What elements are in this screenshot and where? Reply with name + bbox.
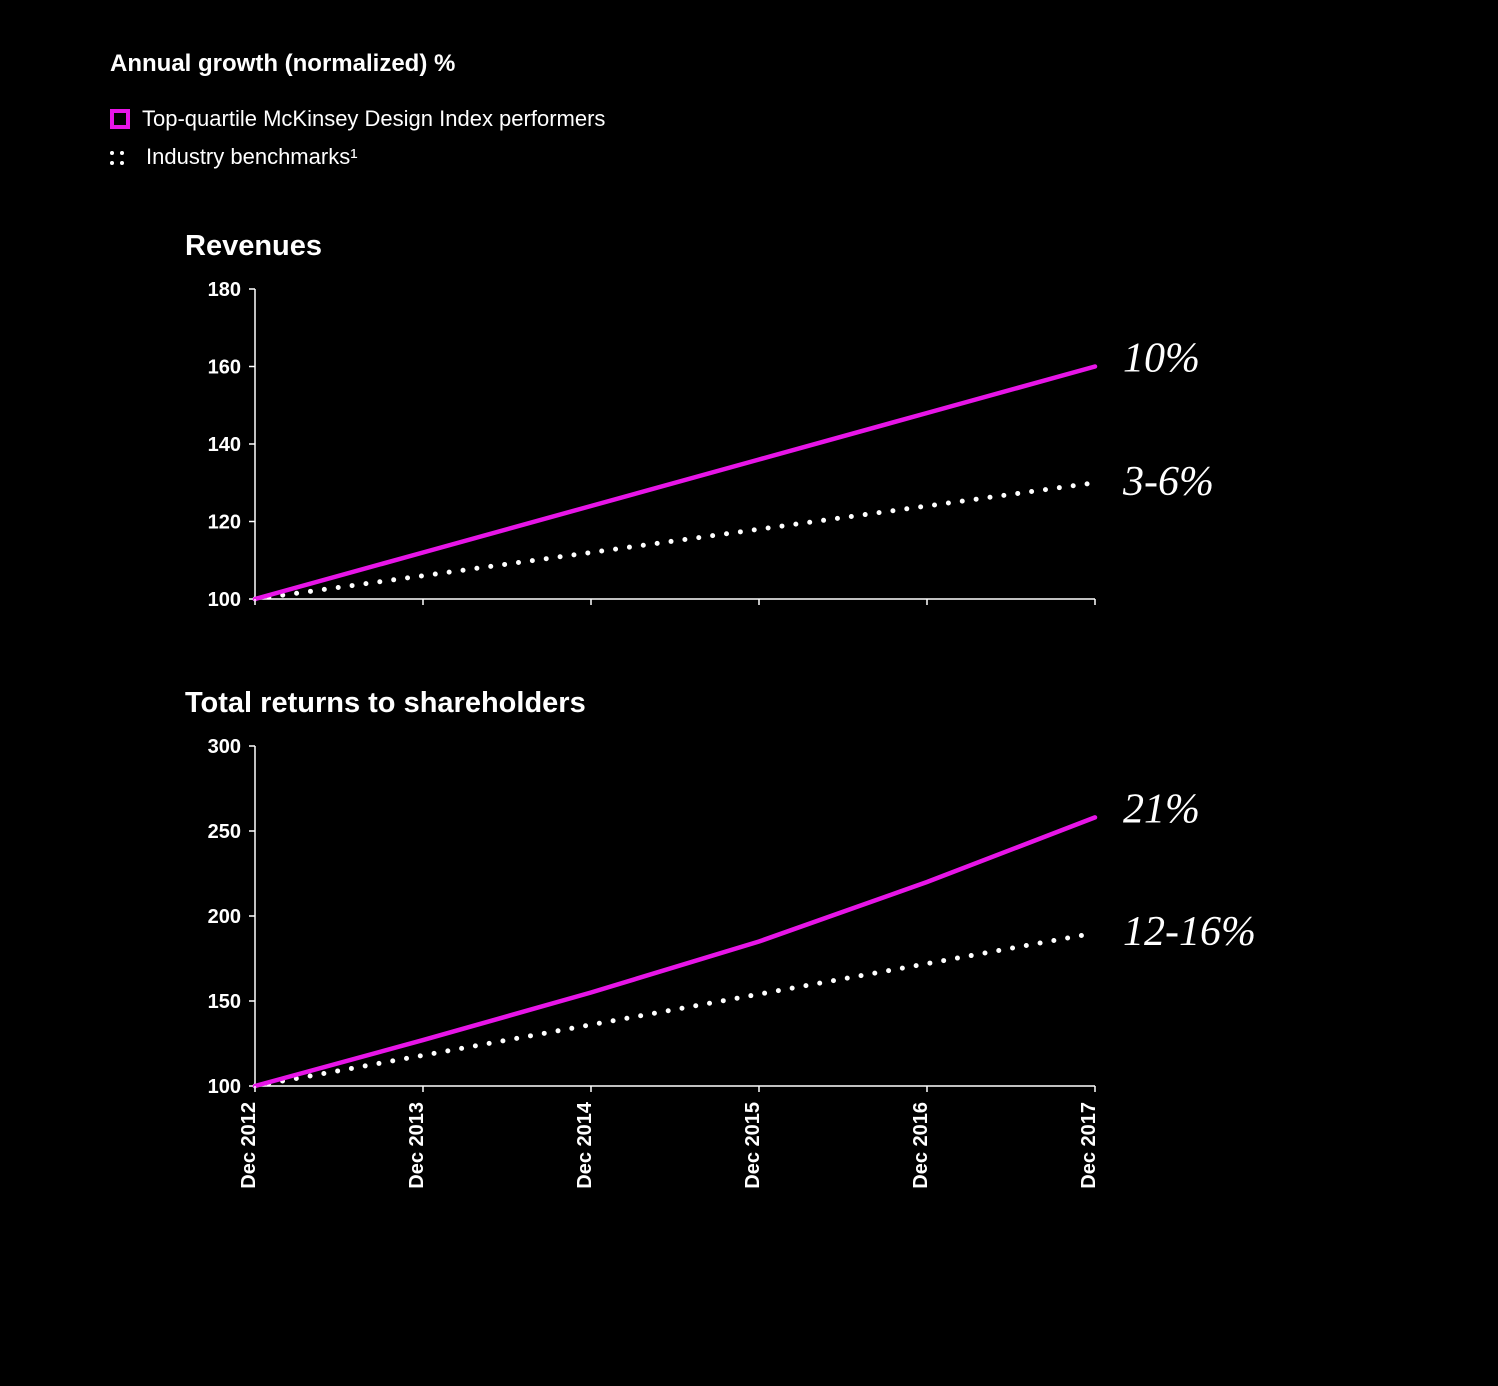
x-tick: Dec 2012 [238,1102,260,1189]
callout-bench: 3-6% [1122,459,1214,505]
x-tick: Dec 2017 [1078,1102,1100,1189]
page-title: Annual growth (normalized) % [110,50,1388,78]
chart-revenues-svg: 100 120 140 160 180 10% 3-6% [185,281,1325,607]
page-root: Annual growth (normalized) % Top-quartil… [0,0,1498,1386]
legend: Top-quartile McKinsey Design Index perfo… [110,106,1388,170]
y-tick-label: 140 [208,434,241,456]
series-top-line [255,817,1095,1086]
square-icon [110,109,130,129]
y-tick: 300 [208,738,255,758]
y-tick-label: 120 [208,512,241,534]
y-tick: 150 [208,991,255,1013]
legend-label-bench: Industry benchmarks¹ [146,144,358,170]
series-top-line [255,367,1095,600]
y-tick-label: 200 [208,906,241,928]
chart-trs-title: Total returns to shareholders [185,687,1388,720]
chart-revenues-title: Revenues [185,230,1388,263]
x-tick: Dec 2015 [742,1102,764,1189]
dots-icon [110,152,134,162]
y-tick-label: 100 [208,1076,241,1098]
y-tick-label: 150 [208,991,241,1013]
x-tick: Dec 2016 [910,1102,932,1189]
y-tick: 140 [208,434,255,456]
x-tick-label: Dec 2012 [238,1102,260,1189]
y-tick: 120 [208,512,255,534]
y-tick-label: 300 [208,738,241,758]
y-tick-label: 250 [208,821,241,843]
y-tick: 160 [208,357,255,379]
y-tick-label: 160 [208,357,241,379]
chart-trs-svg: 100 150 200 250 300 21% 12-16% Dec 2012 Dec 2013… [185,738,1325,1206]
x-tick-label: Dec 2013 [406,1102,428,1189]
x-tick: Dec 2014 [574,1101,596,1189]
callout-top: 21% [1123,786,1200,832]
x-tick: Dec 2013 [406,1102,428,1189]
chart-revenues: Revenues 100 120 140 160 180 10% 3-6% [185,230,1388,607]
y-tick: 180 [208,281,255,301]
y-tick-label: 180 [208,281,241,301]
x-tick-label: Dec 2016 [910,1102,932,1189]
legend-row-bench: Industry benchmarks¹ [110,144,1388,170]
chart-trs: Total returns to shareholders 100 150 200 2… [185,687,1388,1206]
legend-label-top: Top-quartile McKinsey Design Index perfo… [142,106,605,132]
x-tick-label: Dec 2014 [574,1101,596,1189]
legend-row-top: Top-quartile McKinsey Design Index perfo… [110,106,1388,132]
y-tick: 200 [208,906,255,928]
y-tick: 250 [208,821,255,843]
x-tick-label: Dec 2015 [742,1102,764,1189]
y-tick: 100 [208,589,255,607]
callout-top: 10% [1123,336,1200,382]
y-tick: 100 [208,1076,255,1098]
callout-bench: 12-16% [1123,909,1256,955]
x-tick-label: Dec 2017 [1078,1102,1100,1189]
series-bench-line [255,483,1095,599]
series-bench-line [255,933,1095,1086]
y-tick-label: 100 [208,589,241,607]
